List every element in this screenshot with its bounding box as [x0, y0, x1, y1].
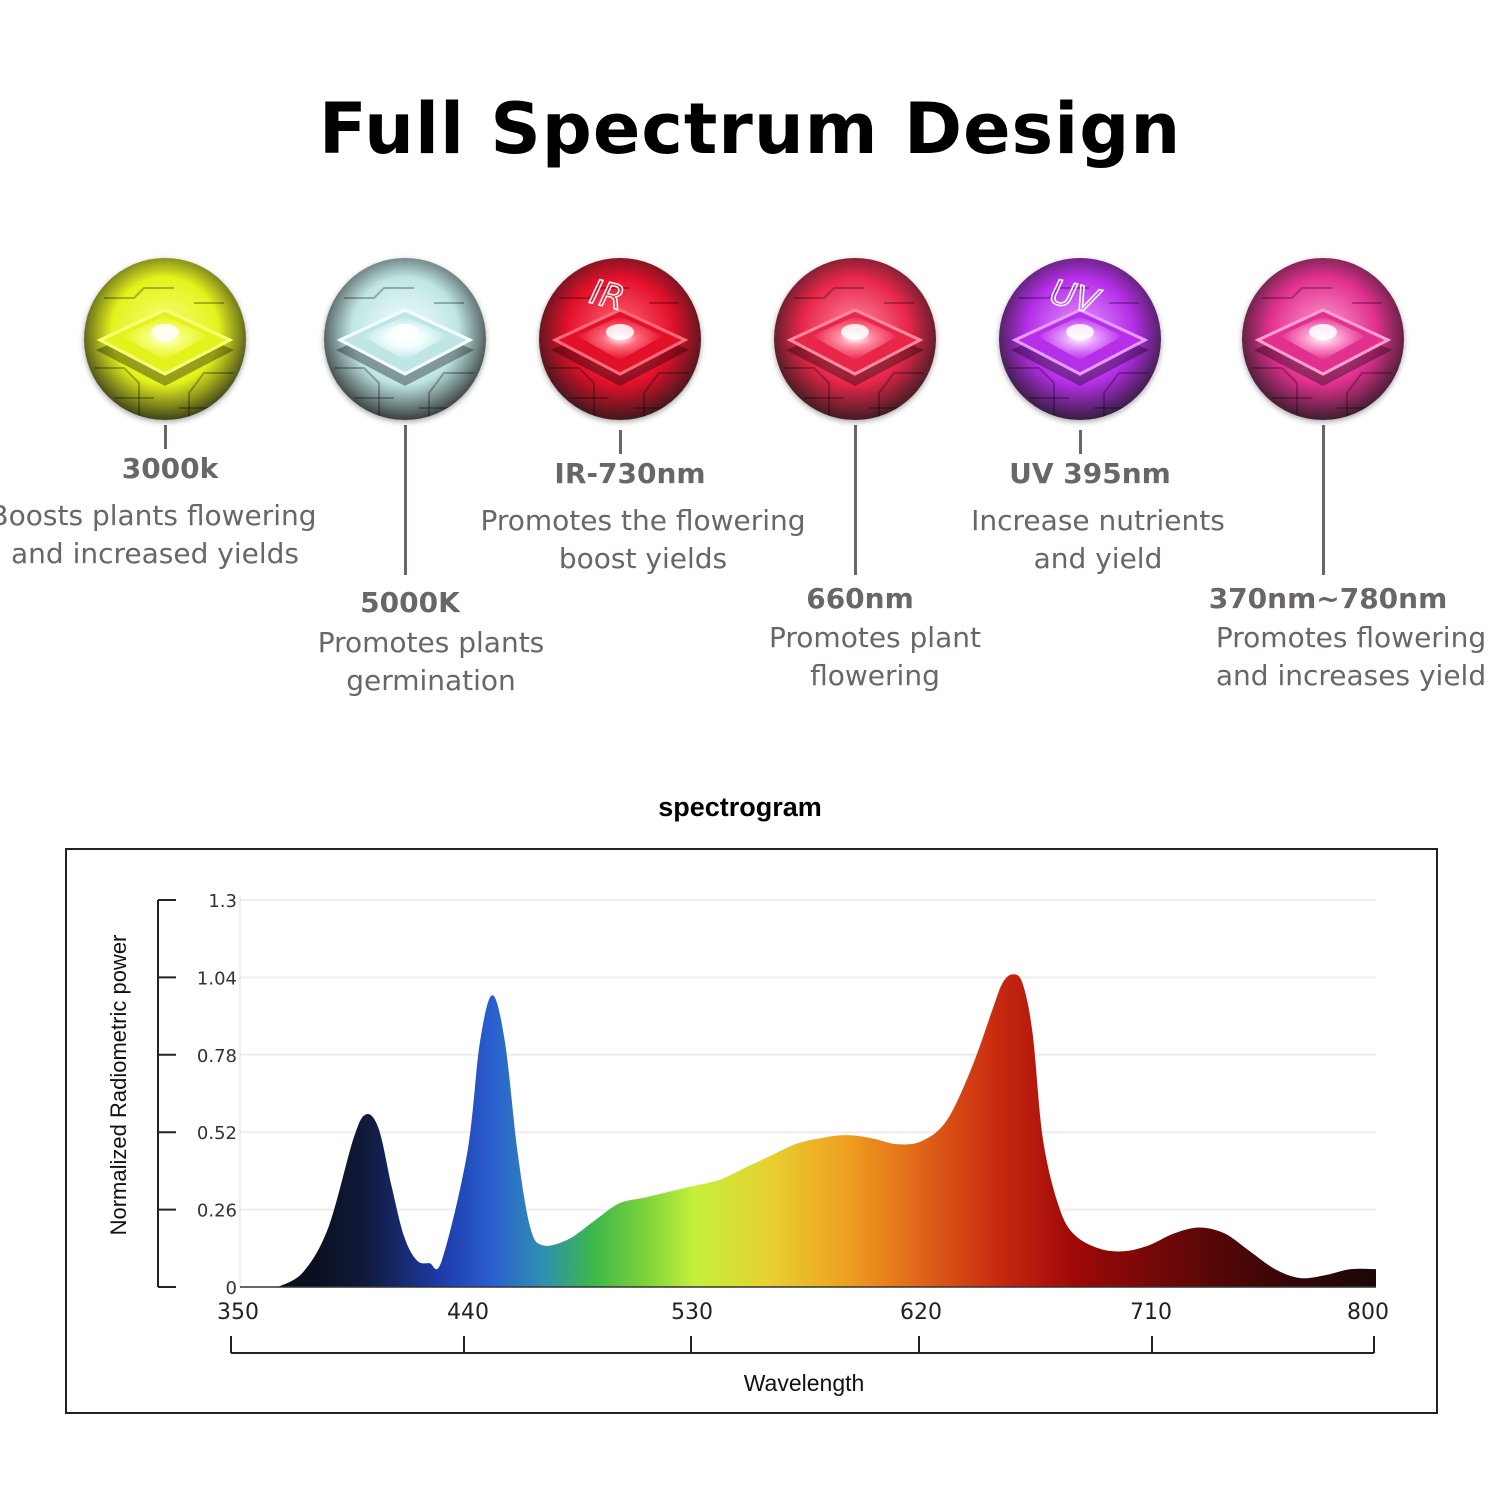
item-description-line: Promotes flowering: [1215, 621, 1487, 654]
item-description-line: Promotes plant: [769, 621, 981, 654]
connector-line: [1079, 430, 1082, 454]
item-label: 3000k: [121, 452, 219, 485]
item-description-line: and increased yields: [11, 537, 299, 570]
item-description-line: boost yields: [558, 542, 728, 575]
chip-5000k-icon: [324, 258, 486, 420]
y-tick-label: 0.52: [197, 1123, 237, 1144]
chart-frame: [65, 848, 1438, 1414]
item-description-line: germination: [346, 664, 516, 697]
connector-line: [164, 425, 167, 449]
y-tick-label: 0: [226, 1278, 237, 1299]
item-description-line: Boosts plants flowering: [0, 499, 317, 532]
item-label: 5000K: [360, 586, 460, 619]
chip-uv-icon: UV: [999, 258, 1161, 420]
item-description-line: Promotes the flowering: [480, 504, 806, 537]
chip-3000k-icon: [84, 258, 246, 420]
x-tick-label: 440: [447, 1300, 489, 1325]
item-label: IR-730nm: [554, 457, 706, 490]
x-tick-label: 530: [671, 1300, 713, 1325]
y-tick-label: 0.78: [197, 1046, 237, 1067]
x-tick-label: 800: [1347, 1300, 1389, 1325]
item-label: UV 395nm: [1009, 457, 1171, 490]
x-tick-label: 350: [217, 1300, 259, 1325]
x-tick-label: 620: [900, 1300, 942, 1325]
connector-line: [404, 425, 407, 575]
x-axis-label: Wavelength: [744, 1370, 865, 1396]
item-description-line: Promotes plants: [317, 626, 545, 659]
connector-line: [619, 430, 622, 454]
connector-line: [1322, 425, 1325, 575]
item-description-line: flowering: [810, 659, 940, 692]
item-description-line: and yield: [1033, 542, 1163, 575]
page-title: Full Spectrum Design: [318, 88, 1182, 170]
item-label: 370nm~780nm: [1208, 582, 1448, 615]
y-tick-label: 1.3: [208, 891, 237, 912]
y-axis-label: Normalized Radiometric power: [106, 935, 131, 1236]
chip-660nm-icon: [774, 258, 936, 420]
y-tick-label: 0.26: [197, 1201, 237, 1222]
connector-line: [854, 425, 857, 575]
x-tick-label: 710: [1130, 1300, 1172, 1325]
chip-ir-icon: IR: [539, 258, 701, 420]
y-tick-label: 1.04: [197, 968, 237, 989]
spectrum-area: [277, 974, 1376, 1287]
item-description-line: Increase nutrients: [971, 504, 1225, 537]
item-label: 660nm: [806, 582, 914, 615]
item-description-line: and increases yield: [1215, 659, 1487, 692]
chart-title: spectrogram: [658, 792, 822, 822]
